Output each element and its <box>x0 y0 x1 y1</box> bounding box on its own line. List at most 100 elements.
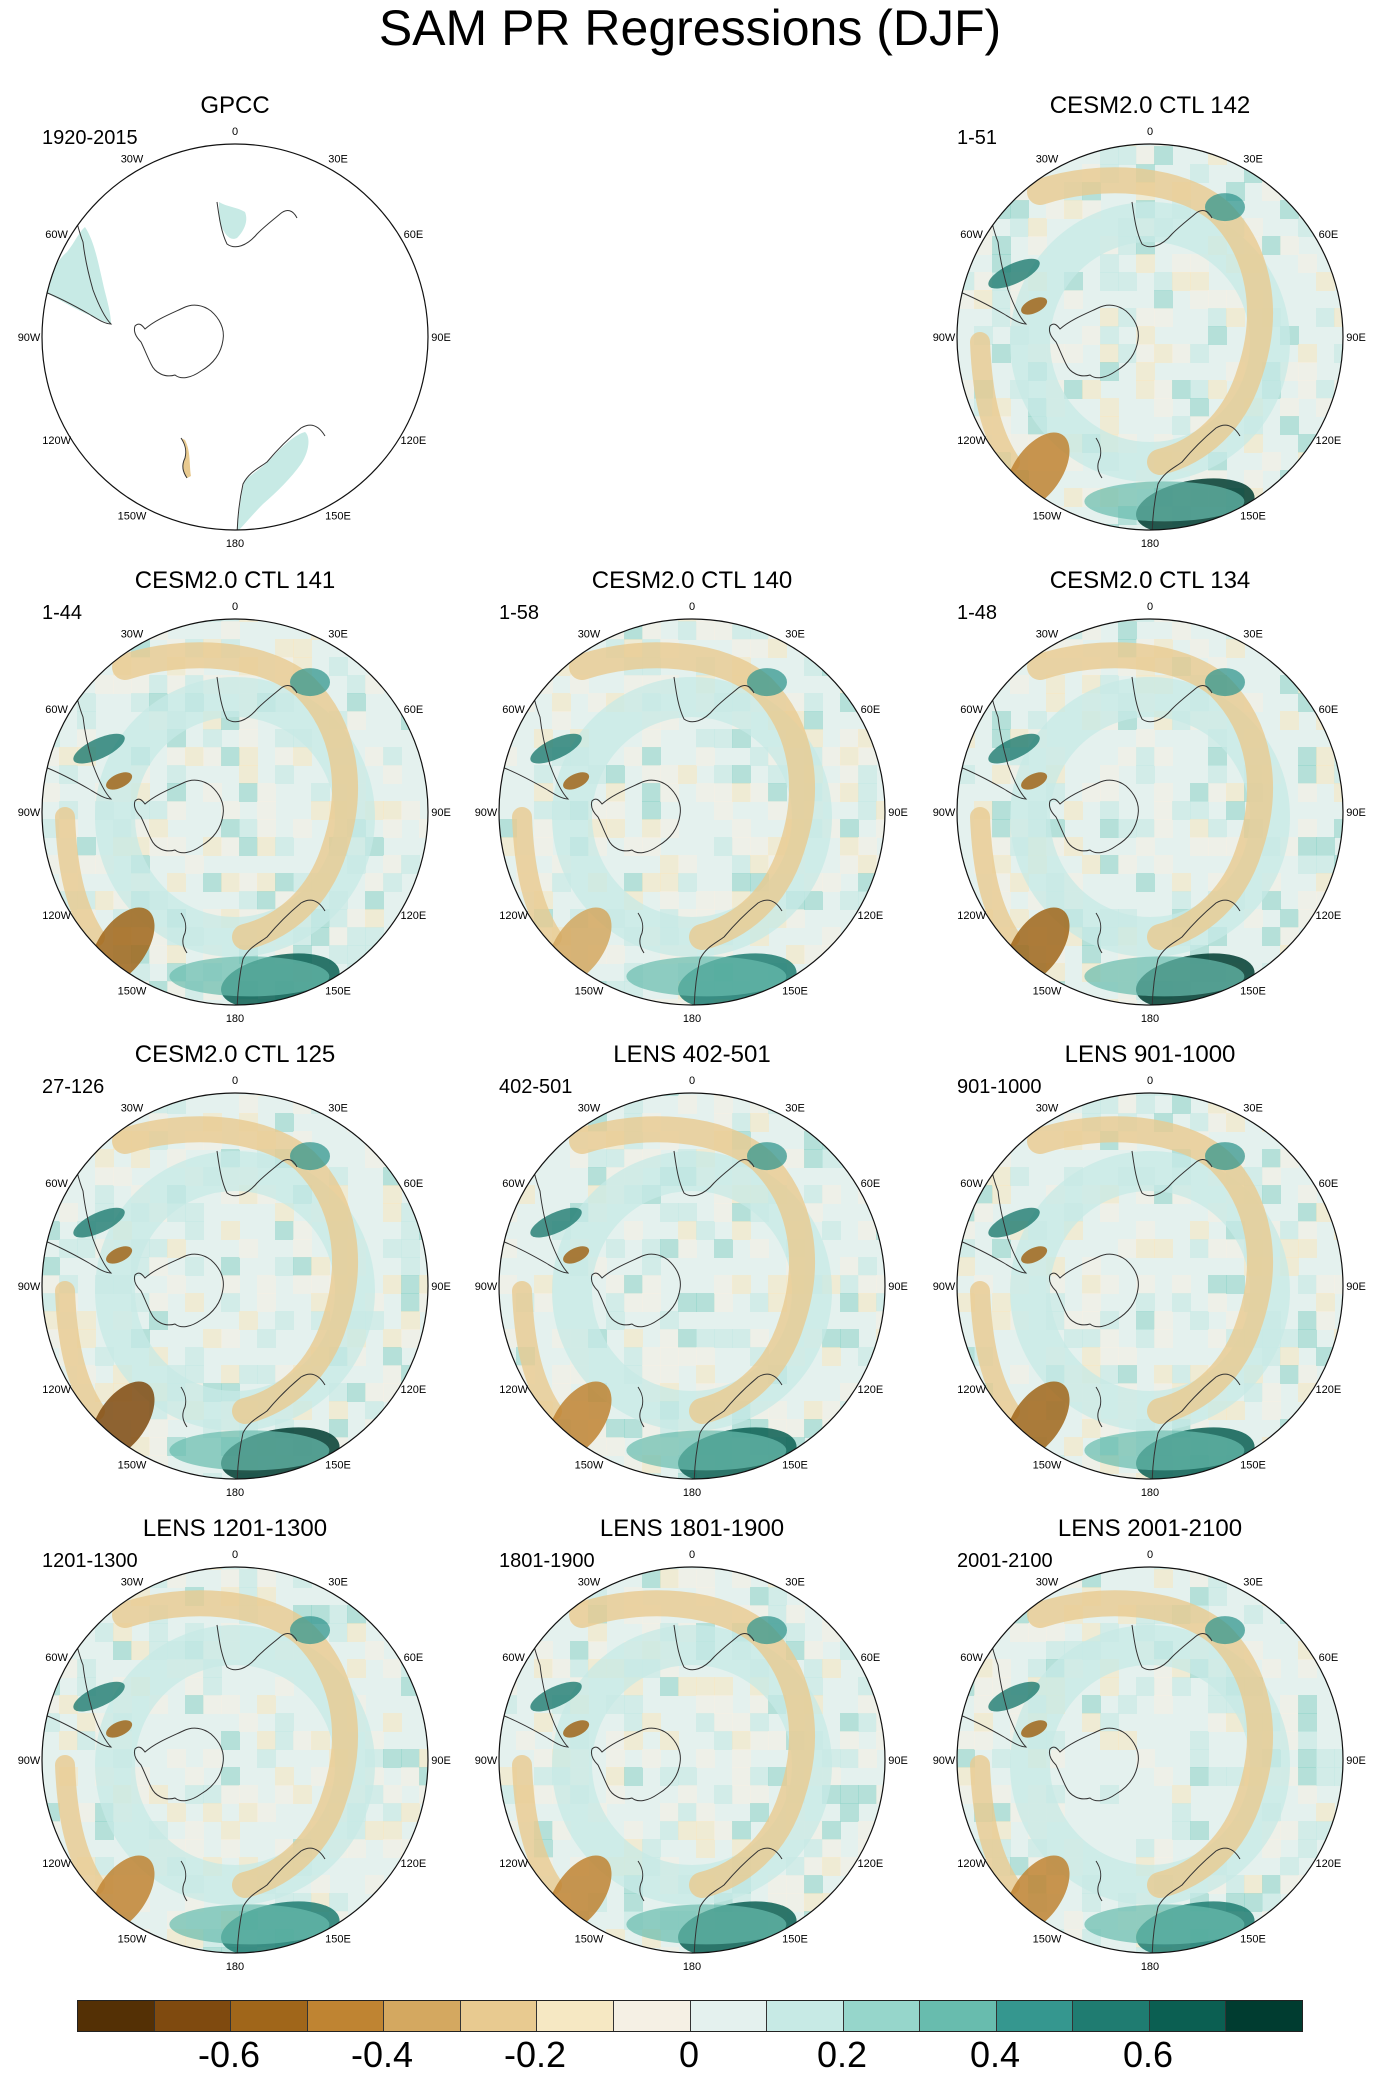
coastline <box>1131 1150 1213 1197</box>
grid-cell <box>1136 326 1155 345</box>
grid-cell <box>462 1293 481 1312</box>
grid-cell <box>1208 1533 1227 1552</box>
grid-cell <box>660 1203 679 1222</box>
positive-anomaly <box>626 956 787 997</box>
grid-cell <box>401 1311 420 1330</box>
grid-cell <box>221 1221 240 1240</box>
grid-cell <box>804 1893 823 1912</box>
grid-cell <box>974 1401 993 1420</box>
grid-cell <box>1370 506 1380 525</box>
grid-cell <box>1172 585 1191 604</box>
grid-cell <box>1370 1659 1380 1678</box>
grid-cell <box>293 747 312 766</box>
longitude-label: 30E <box>328 1577 348 1589</box>
grid-cell <box>113 1509 132 1511</box>
grid-cell <box>1082 1041 1101 1060</box>
grid-cell <box>5 1767 24 1786</box>
grid-cell <box>1280 524 1299 530</box>
grid-cell <box>1136 873 1155 892</box>
grid-cell <box>1100 765 1119 784</box>
grid-cell <box>1262 1185 1281 1204</box>
grid-cell <box>876 801 885 820</box>
grid-cell <box>714 891 733 910</box>
grid-cell <box>957 380 975 399</box>
grid-cell <box>149 1419 168 1438</box>
grid-cell <box>401 1419 420 1438</box>
grid-cell <box>1100 585 1119 604</box>
longitude-label: 150W <box>1033 1459 1062 1471</box>
grid-cell <box>1064 1929 1083 1948</box>
grid-cell <box>1352 1911 1371 1930</box>
grid-cell <box>1244 1509 1263 1511</box>
grid-cell <box>858 567 877 586</box>
grid-cell <box>1226 1473 1245 1479</box>
grid-cell <box>462 819 481 838</box>
grid-cell <box>714 1203 733 1222</box>
grid-cell <box>1028 1947 1047 1953</box>
grid-cell <box>696 1749 715 1768</box>
grid-cell <box>437 855 456 874</box>
grid-cell <box>696 1713 715 1732</box>
grid-cell <box>516 1093 535 1096</box>
longitude-label: 30E <box>328 154 348 166</box>
grid-cell <box>642 1365 661 1384</box>
grid-cell <box>1118 1017 1137 1036</box>
grid-cell <box>750 999 769 1005</box>
grid-cell <box>822 927 841 946</box>
grid-cell <box>293 1983 312 1985</box>
grid-cell <box>1370 1419 1380 1438</box>
grid-cell <box>5 1401 24 1420</box>
grid-cell <box>1316 999 1335 1005</box>
grid-cell <box>499 1455 517 1474</box>
grid-cell <box>920 891 939 910</box>
grid-cell <box>1226 1401 1245 1420</box>
grid-cell <box>920 1059 939 1078</box>
grid-cell <box>437 1167 456 1186</box>
grid-cell <box>1208 1093 1227 1096</box>
grid-cell <box>714 1821 733 1840</box>
grid-cell <box>1208 619 1227 622</box>
grid-cell <box>992 1455 1011 1474</box>
longitude-label: 60E <box>861 704 881 716</box>
grid-cell <box>239 729 258 748</box>
grid-cell <box>462 1473 481 1492</box>
grid-cell <box>660 1239 679 1258</box>
longitude-label: 0 <box>232 601 238 613</box>
grid-cell <box>23 1731 42 1750</box>
grid-cell <box>992 344 1011 363</box>
grid-cell <box>822 999 841 1005</box>
grid-cell <box>534 1509 553 1511</box>
grid-cell <box>221 1365 240 1384</box>
grid-cell <box>840 1113 859 1132</box>
grid-cell <box>1298 92 1317 111</box>
grid-cell <box>311 1965 330 1984</box>
grid-cell <box>1082 380 1101 399</box>
grid-cell <box>1298 452 1317 471</box>
grid-cell <box>840 1857 859 1876</box>
grid-cell <box>1028 1093 1047 1096</box>
grid-cell <box>1082 585 1101 604</box>
grid-cell <box>822 1821 841 1840</box>
grid-cell <box>203 1803 222 1822</box>
negative-anomaly <box>563 772 590 790</box>
grid-cell <box>516 1929 535 1948</box>
grid-cell <box>534 1659 553 1678</box>
grid-cell <box>1208 1491 1227 1510</box>
grid-cell <box>624 585 643 604</box>
grid-cell <box>1334 621 1343 640</box>
grid-cell <box>1046 1641 1065 1660</box>
grid-cell <box>365 1473 384 1479</box>
panel-period: 1920-2015 <box>42 127 138 149</box>
grid-cell <box>804 1587 823 1606</box>
grid-cell <box>1082 1509 1101 1511</box>
grid-cell <box>59 747 78 766</box>
grid-cell <box>419 1149 428 1168</box>
grid-cell <box>894 1221 913 1240</box>
grid-cell <box>42 1605 60 1624</box>
grid-cell <box>419 1455 428 1474</box>
grid-cell <box>59 1965 78 1984</box>
grid-cell <box>894 1041 913 1060</box>
grid-cell <box>894 783 913 802</box>
coastline <box>1151 899 1241 1005</box>
grid-cell <box>1298 765 1317 784</box>
